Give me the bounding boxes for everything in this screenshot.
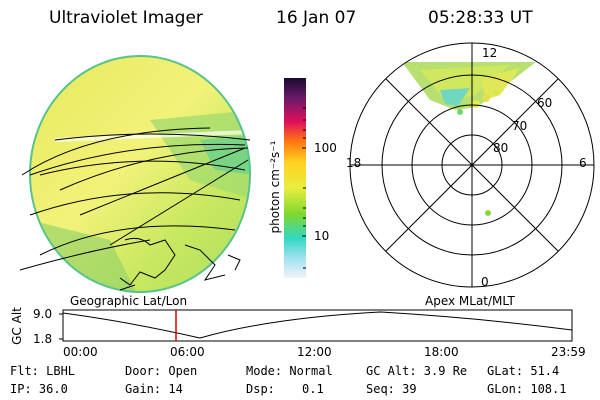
- seq-info: Seq: 39: [366, 382, 417, 396]
- mode-info: Mode: Normal: [246, 364, 333, 378]
- time-tick-1800: 18:00: [424, 345, 459, 359]
- altitude-ylabel: GC Alt: [10, 307, 24, 345]
- mlt-label-12: 12: [482, 46, 498, 60]
- mlt-label-0: 0: [481, 275, 489, 289]
- door-info: Door: Open: [125, 364, 198, 378]
- time-tick-2359: 23:59: [551, 345, 586, 359]
- filter-info: Flt: LBHL: [10, 364, 76, 378]
- glon-info: GLon: 108.1: [487, 382, 567, 396]
- time-label: 05:28:33 UT: [428, 8, 533, 28]
- colorbar-unit-label: photon cm⁻²s⁻¹: [268, 140, 282, 234]
- colorbar-tick-100: 100: [314, 141, 337, 155]
- time-tick-1200: 12:00: [297, 345, 332, 359]
- mlt-label-18: 18: [346, 156, 362, 170]
- colorbar: [284, 78, 306, 278]
- gain-info: Gain: 14: [125, 382, 183, 396]
- mlat-label-60: 60: [537, 96, 553, 110]
- time-tick-0000: 00:00: [63, 345, 98, 359]
- instrument-title: Ultraviolet Imager: [49, 8, 203, 28]
- time-tick-0600: 06:00: [170, 345, 205, 359]
- altitude-ytick-min: 1.8: [33, 332, 53, 346]
- mlt-label-6: 6: [579, 156, 587, 170]
- mlat-label-70: 70: [512, 119, 528, 133]
- colorbar-tick-10: 10: [314, 229, 330, 243]
- mlat-label-80: 80: [493, 141, 509, 155]
- date-label: 16 Jan 07: [276, 8, 357, 28]
- altitude-ytick-max: 9.0: [33, 307, 53, 321]
- apex-panel-label: Apex MLat/MLT: [425, 294, 515, 308]
- polar-plot: [349, 42, 595, 288]
- gc-alt-info: GC Alt: 3.9 Re: [366, 364, 468, 378]
- geographic-image: [19, 55, 251, 293]
- dsp-label: Dsp:: [246, 382, 275, 396]
- ip-info: IP: 36.0: [10, 382, 68, 396]
- glat-info: GLat: 51.4: [487, 364, 560, 378]
- altitude-plot: [59, 309, 573, 342]
- dsp-value: 0.1: [302, 382, 324, 396]
- geographic-panel-label: Geographic Lat/Lon: [70, 294, 188, 308]
